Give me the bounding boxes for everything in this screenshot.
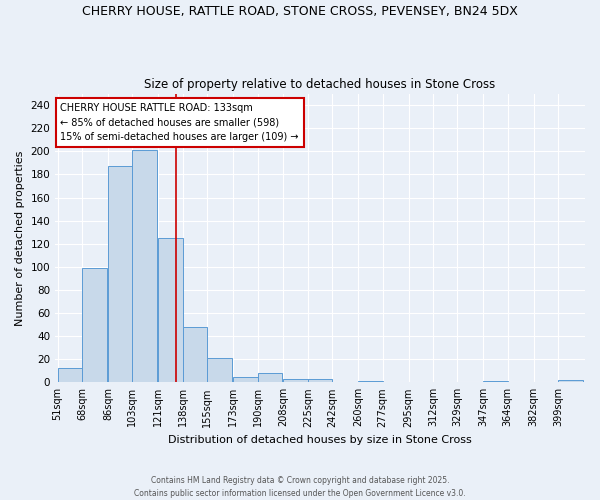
Bar (558, 380, 583, 382)
Bar (484, 381, 508, 382)
Bar (233, 376, 257, 382)
X-axis label: Distribution of detached houses by size in Stone Cross: Distribution of detached houses by size … (168, 435, 472, 445)
Bar (207, 358, 232, 382)
Bar (308, 379, 332, 382)
Y-axis label: Number of detached properties: Number of detached properties (15, 150, 25, 326)
Text: CHERRY HOUSE RATTLE ROAD: 133sqm
← 85% of detached houses are smaller (598)
15% : CHERRY HOUSE RATTLE ROAD: 133sqm ← 85% o… (61, 103, 299, 142)
Bar (358, 381, 383, 382)
Bar (183, 327, 207, 382)
Bar (158, 238, 183, 382)
Text: Contains HM Land Registry data © Crown copyright and database right 2025.
Contai: Contains HM Land Registry data © Crown c… (134, 476, 466, 498)
Text: CHERRY HOUSE, RATTLE ROAD, STONE CROSS, PEVENSEY, BN24 5DX: CHERRY HOUSE, RATTLE ROAD, STONE CROSS, … (82, 5, 518, 18)
Bar (283, 379, 308, 382)
Bar (133, 150, 157, 382)
Bar (82, 268, 107, 382)
Bar (257, 373, 282, 382)
Title: Size of property relative to detached houses in Stone Cross: Size of property relative to detached ho… (145, 78, 496, 91)
Bar (58, 368, 82, 382)
Bar (108, 166, 133, 382)
